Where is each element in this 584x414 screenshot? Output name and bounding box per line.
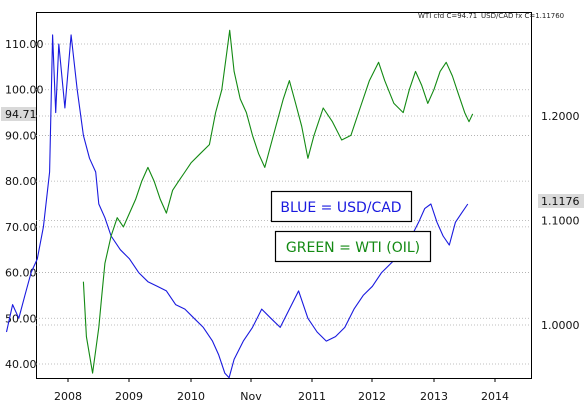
y-right-tick-label: 1.0000 [541, 319, 580, 332]
y-left-tick-label: 90.00 [5, 129, 37, 142]
wti-header-label: WTI cfd C=94.71 [418, 12, 477, 20]
x-tick-label: 2014 [481, 390, 509, 403]
x-tick-label: 2009 [115, 390, 143, 403]
left-axis: 110.00 100.00 90.00 80.00 70.00 60.00 50.00 40.… [5, 38, 44, 371]
y-left-tick-label: 70.00 [5, 221, 37, 234]
x-tick-label: Nov [240, 390, 262, 403]
right-axis: 1.2000 1.1000 1.0000 [541, 110, 580, 332]
left-value-badge-bg [1, 107, 36, 121]
y-left-tick-label: 80.00 [5, 175, 37, 188]
wti-line [82, 29, 474, 374]
x-tick-label: 2012 [358, 390, 386, 403]
legend-green-box [274, 230, 432, 263]
right-value-badge: 1.1176 [541, 195, 580, 208]
left-value-badge: 94.71 [5, 108, 37, 121]
y-right-tick-label: 1.2000 [541, 110, 580, 123]
y-left-tick-label: 110.00 [5, 38, 44, 51]
legend-green-text: GREEN = WTI (OIL) [286, 240, 420, 256]
legend-blue-text: BLUE = USD/CAD [280, 200, 401, 216]
x-tick-label: 2008 [54, 390, 82, 403]
right-value-badge-bg [538, 194, 584, 208]
y-left-tick-label: 60.00 [5, 267, 37, 280]
x-axis: 2008 2009 2010 Nov 2011 2012 2013 2014 [54, 378, 509, 403]
y-left-tick-label: 40.00 [5, 358, 37, 371]
y-left-tick-label: 100.00 [5, 84, 44, 97]
usdcad-header-label: USD/CAD fx C=1.11760 [481, 12, 564, 20]
legend-blue-box [270, 190, 413, 223]
x-tick-label: 2011 [298, 390, 326, 403]
x-tick-label: 2013 [420, 390, 448, 403]
y-left-tick-label: 50.00 [5, 312, 37, 325]
x-tick-label: 2010 [177, 390, 205, 403]
y-right-tick-label: 1.1000 [541, 215, 580, 228]
